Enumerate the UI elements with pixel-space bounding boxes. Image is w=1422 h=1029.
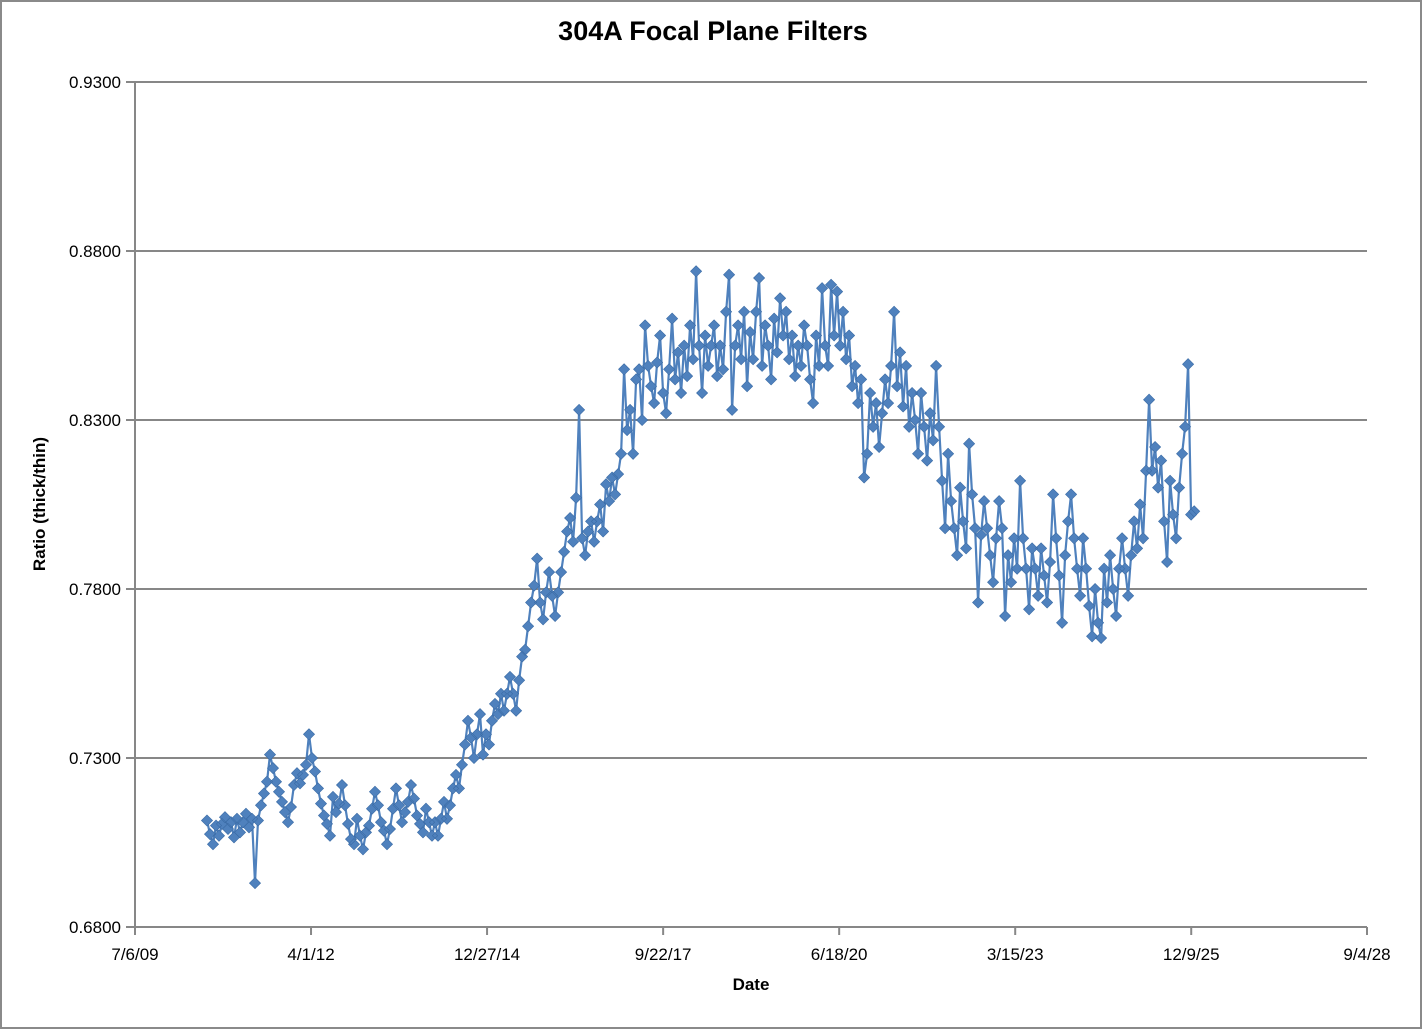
x-tick-label: 3/15/23 (987, 945, 1044, 964)
x-tick-label: 7/6/09 (111, 945, 158, 964)
y-tick-label: 0.7300 (69, 749, 121, 768)
chart-title: 304A Focal Plane Filters (558, 16, 868, 46)
y-tick-label: 0.7800 (69, 580, 121, 599)
x-axis-title: Date (732, 975, 770, 994)
y-tick-label: 0.6800 (69, 918, 121, 937)
y-tick-label: 0.8300 (69, 411, 121, 430)
x-tick-label: 4/1/12 (287, 945, 334, 964)
x-tick-label: 12/27/14 (454, 945, 520, 964)
x-tick-label: 6/18/20 (811, 945, 868, 964)
data-series-markers (200, 265, 1201, 890)
y-tick-label: 0.9300 (69, 73, 121, 92)
x-tick-label: 12/9/25 (1163, 945, 1220, 964)
y-axis-title: Ratio (thick/thin) (30, 436, 49, 572)
x-tick-label: 9/22/17 (635, 945, 692, 964)
x-tick-label: 9/4/28 (1343, 945, 1390, 964)
y-tick-label: 0.8800 (69, 242, 121, 261)
